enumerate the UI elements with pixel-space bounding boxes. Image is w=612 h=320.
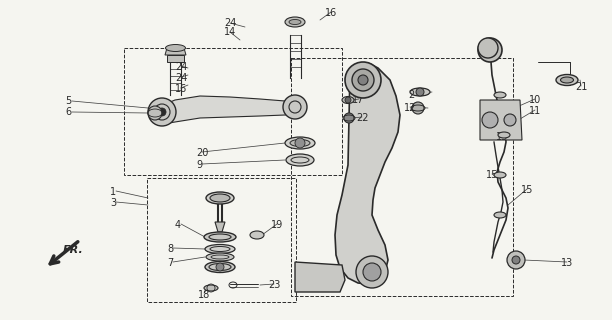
Ellipse shape bbox=[205, 261, 235, 273]
Polygon shape bbox=[165, 48, 186, 55]
Text: 23: 23 bbox=[268, 280, 280, 290]
Text: 12: 12 bbox=[404, 103, 416, 113]
Ellipse shape bbox=[290, 140, 310, 147]
Circle shape bbox=[482, 112, 498, 128]
Bar bbox=[147, 178, 296, 302]
Ellipse shape bbox=[206, 192, 234, 204]
Polygon shape bbox=[167, 55, 184, 62]
Text: 14: 14 bbox=[224, 27, 236, 37]
Text: 22: 22 bbox=[356, 113, 368, 123]
Text: 5: 5 bbox=[65, 96, 71, 106]
Ellipse shape bbox=[410, 88, 430, 96]
Text: 3: 3 bbox=[110, 198, 116, 208]
Circle shape bbox=[352, 69, 374, 91]
Circle shape bbox=[158, 108, 166, 116]
Ellipse shape bbox=[556, 75, 578, 85]
Circle shape bbox=[478, 38, 502, 62]
Ellipse shape bbox=[250, 231, 264, 239]
Text: 24: 24 bbox=[175, 73, 187, 83]
Polygon shape bbox=[295, 262, 345, 292]
Bar bbox=[291, 58, 513, 296]
Ellipse shape bbox=[494, 92, 506, 98]
Text: 15: 15 bbox=[521, 185, 534, 195]
Circle shape bbox=[416, 88, 424, 96]
Bar bbox=[124, 48, 342, 175]
Circle shape bbox=[345, 62, 381, 98]
Circle shape bbox=[344, 113, 354, 123]
Text: 8: 8 bbox=[167, 244, 173, 254]
Text: 6: 6 bbox=[65, 107, 71, 117]
Circle shape bbox=[478, 38, 498, 58]
Text: 15: 15 bbox=[496, 132, 509, 142]
Circle shape bbox=[483, 43, 497, 57]
Text: 21: 21 bbox=[575, 82, 588, 92]
Text: 13: 13 bbox=[561, 258, 573, 268]
Polygon shape bbox=[335, 63, 400, 284]
Circle shape bbox=[412, 102, 424, 114]
Ellipse shape bbox=[210, 194, 230, 202]
Ellipse shape bbox=[285, 137, 315, 149]
Circle shape bbox=[512, 256, 520, 264]
Text: 16: 16 bbox=[325, 8, 337, 18]
Ellipse shape bbox=[165, 44, 185, 52]
Text: 1: 1 bbox=[110, 187, 116, 197]
Text: 20: 20 bbox=[196, 148, 208, 158]
Text: 19: 19 bbox=[271, 220, 283, 230]
Ellipse shape bbox=[204, 232, 236, 242]
Text: 11: 11 bbox=[529, 106, 541, 116]
Text: 24: 24 bbox=[224, 18, 236, 28]
Circle shape bbox=[148, 106, 162, 120]
Text: 24: 24 bbox=[175, 62, 187, 72]
Ellipse shape bbox=[342, 97, 354, 103]
Text: 10: 10 bbox=[529, 95, 541, 105]
Ellipse shape bbox=[289, 20, 301, 25]
Ellipse shape bbox=[285, 17, 305, 27]
Circle shape bbox=[358, 75, 368, 85]
Circle shape bbox=[283, 95, 307, 119]
Text: 18: 18 bbox=[198, 290, 211, 300]
Polygon shape bbox=[480, 100, 522, 140]
Circle shape bbox=[504, 114, 516, 126]
Circle shape bbox=[507, 251, 525, 269]
Circle shape bbox=[363, 263, 381, 281]
Polygon shape bbox=[215, 222, 225, 232]
Circle shape bbox=[148, 98, 176, 126]
Ellipse shape bbox=[494, 172, 506, 178]
Ellipse shape bbox=[494, 212, 506, 218]
Circle shape bbox=[216, 263, 224, 271]
Text: 17: 17 bbox=[352, 95, 364, 105]
Text: 15: 15 bbox=[486, 170, 498, 180]
Text: FR.: FR. bbox=[63, 245, 84, 255]
Circle shape bbox=[295, 138, 305, 148]
Polygon shape bbox=[163, 96, 295, 124]
Text: 7: 7 bbox=[167, 258, 173, 268]
Text: 9: 9 bbox=[196, 160, 202, 170]
Ellipse shape bbox=[286, 154, 314, 166]
Ellipse shape bbox=[205, 244, 235, 253]
Text: 4: 4 bbox=[175, 220, 181, 230]
Text: 2: 2 bbox=[408, 90, 414, 100]
Circle shape bbox=[345, 97, 351, 103]
Ellipse shape bbox=[204, 285, 218, 291]
Circle shape bbox=[356, 256, 388, 288]
Ellipse shape bbox=[498, 132, 510, 138]
Ellipse shape bbox=[206, 253, 234, 261]
Text: 16: 16 bbox=[175, 84, 187, 94]
Ellipse shape bbox=[561, 77, 573, 83]
